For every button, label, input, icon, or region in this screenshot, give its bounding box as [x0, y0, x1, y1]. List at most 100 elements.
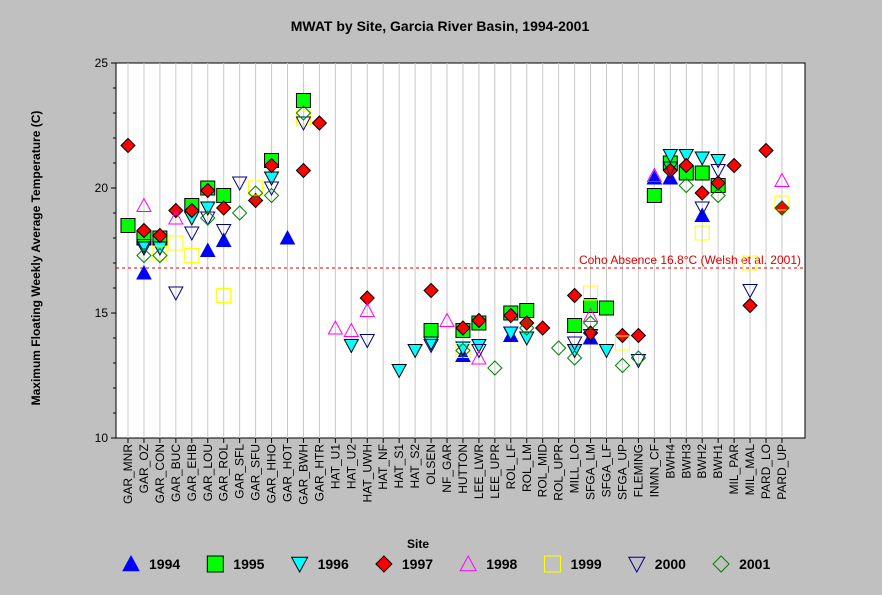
x-tick-label-HAT_UWH: HAT_UWH [360, 444, 374, 502]
point-2000-GAR_ROL [215, 224, 232, 239]
x-tick-label-GAR_MNR: GAR_MNR [121, 444, 135, 504]
point-1995-GAR_BWH [295, 93, 311, 108]
y-tick-label-20: 20 [95, 181, 109, 195]
point-1998-INMN_CF [646, 167, 663, 182]
x-tick-label-HAT_S1: HAT_S1 [392, 444, 406, 489]
x-tick-label-HUTTON: HUTTON [456, 444, 470, 494]
point-2000-MILL_LO [566, 336, 583, 352]
point-1999-GAR_ROL [216, 288, 232, 303]
point-1997-GAR_ROL [215, 200, 232, 216]
x-tick-label-PARD_UP: PARD_UP [775, 444, 789, 500]
legend-label-1998: 1998 [486, 556, 517, 572]
point-1997-ROL_LF [503, 307, 519, 324]
point-1996-ROL_LM [518, 331, 535, 347]
point-1997-LEE_LWR [471, 312, 487, 329]
x-tick-label-GAR_CON: GAR_CON [153, 444, 167, 503]
point-2001-FLEMING [630, 350, 647, 366]
point-2001-SFGA_UP [614, 357, 631, 374]
point-1995-BWH2 [694, 165, 710, 181]
point-2001-GAR_SFL [231, 205, 248, 221]
x-tick-label-HAT_U2: HAT_U2 [344, 444, 358, 489]
point-1998-HAT_UWH [359, 302, 376, 317]
point-1999-GAR_BUC [168, 235, 184, 251]
coho-threshold-label: Coho Absence 16.8°C (Welsh et al. 2001) [579, 253, 801, 267]
point-2001-PARD_UP [774, 200, 790, 216]
point-1997-ROL_LM [519, 315, 535, 331]
x-tick-label-SFGA_LM: SFGA_LM [584, 444, 598, 500]
plot-area [115, 62, 806, 439]
point-2001-GAR_BWH [295, 105, 312, 121]
x-tick-label-GAR_EHB: GAR_EHB [185, 444, 199, 501]
legend: 1994 1995 1996 1997 1998 1999 2000 2001 [122, 554, 770, 574]
x-tick-label-LEE_UPR: LEE_UPR [488, 444, 502, 499]
point-2000-LEE_LWR [471, 344, 487, 359]
point-1998-HAT_U2 [343, 322, 360, 337]
point-1997-BWH2 [694, 185, 710, 201]
point-1997-GAR_CON [152, 227, 168, 244]
point-1995-SFGA_LM [583, 298, 599, 313]
legend-marker-1998 [459, 554, 478, 572]
point-1998-GAR_OZ [136, 197, 152, 212]
point-2000-BWH4 [662, 161, 679, 177]
point-1997-MILL_LO [566, 287, 583, 304]
point-1997-PARD_LO [758, 142, 774, 159]
point-1999-GAR_EHB [184, 248, 200, 263]
point-1995-MILL_LO [567, 318, 583, 333]
point-1999-PARD_UP [774, 195, 790, 211]
point-2001-HUTTON [455, 342, 471, 359]
point-1997-MIL_PAR [726, 157, 742, 174]
point-2000-OLSEN [423, 339, 439, 354]
point-1997-GAR_HTR [311, 115, 328, 131]
point-1997-BWH4 [662, 162, 679, 179]
point-2001-GAR_HHO [263, 187, 280, 204]
grid-layer [127, 63, 783, 438]
point-2001-GAR_CON [152, 247, 168, 264]
legend-label-1997: 1997 [402, 556, 433, 572]
point-1997-ROL_MID [534, 320, 551, 336]
x-tick-label-MILL_LO: MILL_LO [568, 444, 582, 493]
point-1996-HAT_S2 [407, 344, 423, 359]
point-1994-GAR_HOT [279, 229, 296, 245]
y-axis-label: Maximum Floating Weekly Average Temperat… [29, 111, 43, 406]
x-axis: GAR_MNR GAR_OZ GAR_CON GAR_BUC GAR_EHB GAR_LO… [121, 438, 789, 505]
x-axis-label: Site [407, 537, 429, 551]
point-1994-INMN_CF [646, 169, 663, 185]
y-tick-label-25: 25 [95, 56, 109, 70]
x-tick-label-BWH4: BWH4 [663, 444, 677, 479]
point-1997-GAR_LOU [200, 182, 216, 199]
point-1997-HAT_UWH [359, 290, 375, 306]
point-2000-GAR_OZ [136, 239, 152, 254]
x-tick-label-INMN_CF: INMN_CF [647, 444, 661, 497]
x-tick-label-BWH2: BWH2 [695, 444, 709, 479]
point-1997-BWH1 [710, 175, 726, 191]
chart-title: MWAT by Site, Garcia River Basin, 1994-2… [291, 18, 590, 34]
x-tick-label-ROL_LF: ROL_LF [504, 444, 518, 489]
point-2000-GAR_HHO [263, 181, 280, 197]
y-tick-label-15: 15 [95, 306, 109, 320]
x-tick-label-MIL_MAL: MIL_MAL [743, 444, 757, 496]
point-1996-LEE_LWR [471, 339, 487, 354]
x-tick-label-GAR_SFU: GAR_SFU [249, 444, 263, 501]
x-tick-label-SFGA_UP: SFGA_UP [615, 444, 629, 500]
point-1995-SFGA_LF [599, 300, 614, 316]
x-tick-label-LEE_LWR: LEE_LWR [472, 444, 486, 499]
point-1996-HAT_U2 [343, 339, 360, 354]
x-tick-label-NF_GAR: NF_GAR [440, 444, 454, 493]
point-1996-GAR_LOU [199, 201, 216, 217]
point-2000-GAR_LOU [199, 211, 216, 227]
point-1996-HAT_S1 [391, 364, 407, 379]
legend-label-2000: 2000 [655, 556, 686, 572]
point-2000-GAR_SFL [231, 176, 248, 192]
x-tick-label-GAR_HHO: GAR_HHO [265, 444, 279, 503]
point-1999-MIL_MAL [742, 255, 758, 271]
point-1997-GAR_HHO [263, 157, 280, 174]
point-2001-ROL_LM [519, 320, 535, 336]
point-1999-SFGA_LM [583, 285, 599, 301]
series-2001 [136, 105, 790, 376]
point-1995-GAR_MNR [120, 218, 136, 233]
x-tick-label-ROL_LM: ROL_LM [520, 444, 534, 492]
point-1994-GAR_OZ [136, 264, 152, 280]
y-tick-label-10: 10 [95, 431, 109, 445]
